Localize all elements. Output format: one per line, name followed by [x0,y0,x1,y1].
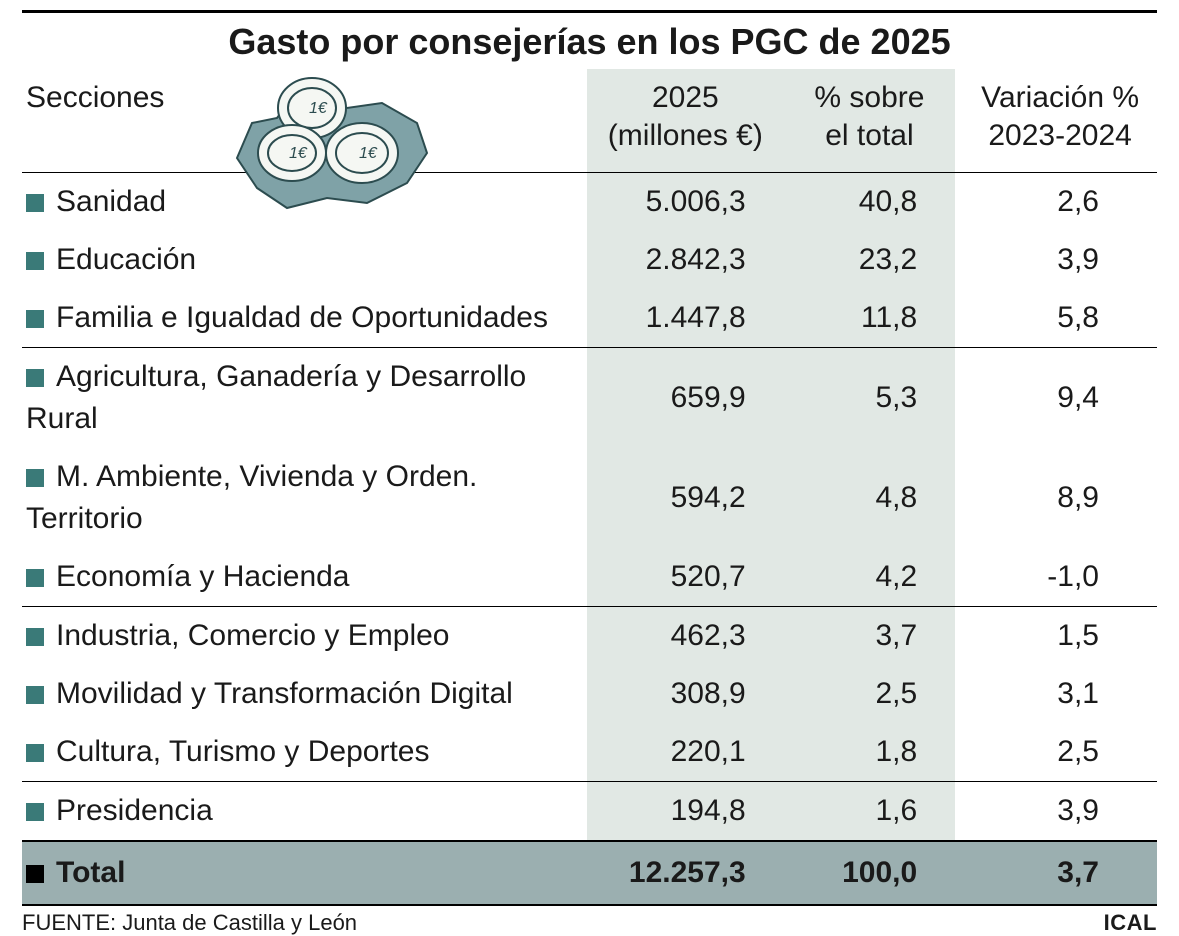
budget-table: Secciones 2025 (millones €) % sobre el t… [22,69,1157,904]
row-marker-icon [26,744,44,762]
row-marker-icon [26,469,44,487]
cell-2025: 659,9 [587,348,784,449]
row-label: Educación [56,243,196,276]
cell-pct: 3,7 [784,607,956,666]
table-container: 1€ 1€ 1€ Secciones 2025 (millones €) % s… [22,69,1157,904]
cell-2025: 520,7 [587,548,784,607]
row-marker-icon [26,628,44,646]
cell-pct: 1,6 [784,782,956,842]
table-row: Economía y Hacienda 520,74,2-1,0 [22,548,1157,607]
table-row: Educación 2.842,323,23,9 [22,231,1157,289]
row-marker-icon [26,865,44,883]
cell-2025: 2.842,3 [587,231,784,289]
cell-2025: 5.006,3 [587,173,784,232]
row-marker-icon [26,194,44,212]
col-header-var: Variación % 2023-2024 [955,69,1157,173]
cell-pct: 40,8 [784,173,956,232]
cell-var-total: 3,7 [955,841,1157,904]
cell-section: Economía y Hacienda [22,548,587,607]
col-header-2025-l1: 2025 [652,81,719,114]
table-row: Industria, Comercio y Empleo 462,33,71,5 [22,607,1157,666]
cell-var: 5,8 [955,289,1157,348]
table-row: Familia e Igualdad de Oportunidades 1.447… [22,289,1157,348]
footer-source: FUENTE: Junta de Castilla y León [22,910,357,936]
table-row: Presidencia 194,81,63,9 [22,782,1157,842]
footer-brand: ICAL [1104,910,1157,936]
cell-2025: 594,2 [587,448,784,548]
cell-pct: 1,8 [784,723,956,782]
table-row: Sanidad 5.006,340,82,6 [22,173,1157,232]
col-header-var-l1: Variación % [981,81,1139,114]
cell-var: 2,5 [955,723,1157,782]
cell-2025: 194,8 [587,782,784,842]
row-marker-icon [26,569,44,587]
row-marker-icon [26,310,44,328]
cell-var: 3,9 [955,782,1157,842]
row-label: Movilidad y Transformación Digital [56,677,513,710]
top-rule [22,10,1157,13]
cell-section: Presidencia [22,782,587,842]
table-row: Agricultura, Ganadería y Desarrollo Rura… [22,348,1157,449]
cell-var: 2,6 [955,173,1157,232]
col-header-2025: 2025 (millones €) [587,69,784,173]
cell-var: -1,0 [955,548,1157,607]
row-label: Sanidad [56,185,166,218]
cell-section: Cultura, Turismo y Deportes [22,723,587,782]
cell-section: M. Ambiente, Vivienda y Orden. Territori… [22,448,587,548]
col-header-pct-l1: % sobre [814,81,924,114]
cell-section: Movilidad y Transformación Digital [22,665,587,723]
col-header-pct-l2: el total [825,119,913,152]
footer: FUENTE: Junta de Castilla y León ICAL [22,904,1157,936]
cell-2025: 308,9 [587,665,784,723]
cell-var: 8,9 [955,448,1157,548]
cell-var: 3,9 [955,231,1157,289]
table-row: Cultura, Turismo y Deportes 220,11,82,5 [22,723,1157,782]
col-header-secciones: Secciones [22,69,587,173]
cell-pct: 5,3 [784,348,956,449]
table-row-total: Total 12.257,3100,03,7 [22,841,1157,904]
row-label-total: Total [56,856,125,889]
cell-pct: 4,8 [784,448,956,548]
cell-section: Educación [22,231,587,289]
cell-2025-total: 12.257,3 [587,841,784,904]
cell-pct: 23,2 [784,231,956,289]
table-body: Sanidad 5.006,340,82,6 Educación 2.842,323,… [22,173,1157,905]
cell-section-total: Total [22,841,587,904]
cell-pct: 2,5 [784,665,956,723]
row-marker-icon [26,686,44,704]
row-label: Familia e Igualdad de Oportunidades [56,301,548,334]
cell-2025: 1.447,8 [587,289,784,348]
table-row: M. Ambiente, Vivienda y Orden. Territori… [22,448,1157,548]
row-label: Industria, Comercio y Empleo [56,619,450,652]
row-label: M. Ambiente, Vivienda y Orden. Territori… [26,460,477,535]
col-header-pct: % sobre el total [784,69,956,173]
cell-section: Industria, Comercio y Empleo [22,607,587,666]
row-label: Agricultura, Ganadería y Desarrollo Rura… [26,360,526,435]
cell-pct: 4,2 [784,548,956,607]
row-label: Presidencia [56,794,213,827]
cell-pct-total: 100,0 [784,841,956,904]
cell-var: 9,4 [955,348,1157,449]
page-title: Gasto por consejerías en los PGC de 2025 [22,21,1157,63]
cell-section: Sanidad [22,173,587,232]
row-marker-icon [26,369,44,387]
cell-section: Agricultura, Ganadería y Desarrollo Rura… [22,348,587,449]
row-label: Economía y Hacienda [56,560,350,593]
row-label: Cultura, Turismo y Deportes [56,735,429,768]
col-header-2025-l2: (millones €) [608,119,763,152]
cell-2025: 220,1 [587,723,784,782]
cell-pct: 11,8 [784,289,956,348]
table-row: Movilidad y Transformación Digital 308,92… [22,665,1157,723]
row-marker-icon [26,252,44,270]
cell-section: Familia e Igualdad de Oportunidades [22,289,587,348]
cell-var: 3,1 [955,665,1157,723]
col-header-var-l2: 2023-2024 [988,119,1131,152]
cell-var: 1,5 [955,607,1157,666]
row-marker-icon [26,803,44,821]
cell-2025: 462,3 [587,607,784,666]
